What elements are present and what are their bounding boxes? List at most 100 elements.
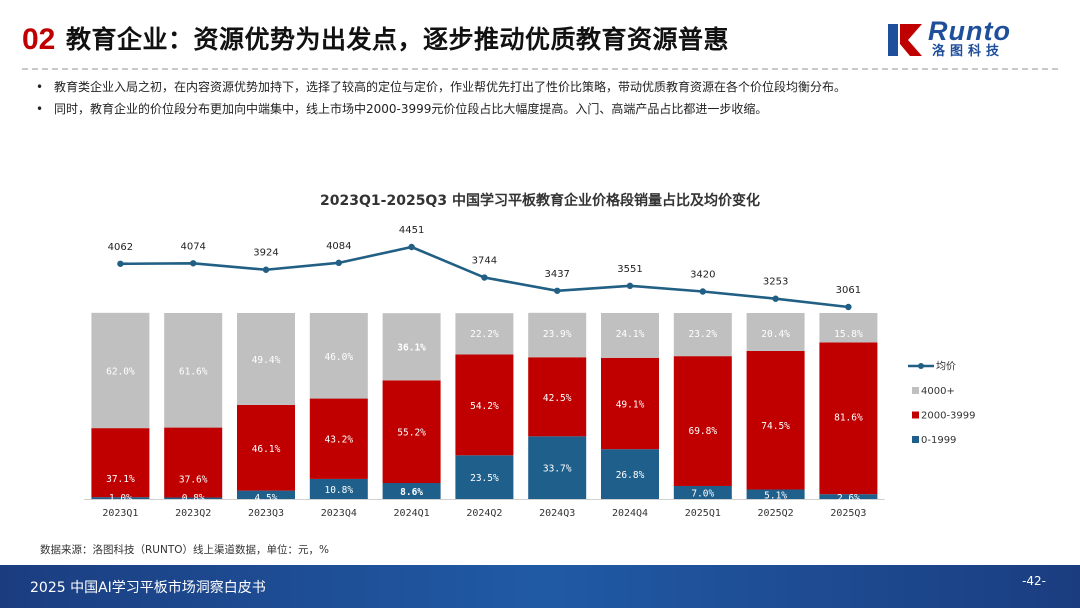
data-label-2000-3999: 46.1% — [252, 444, 281, 455]
bullet-text: 同时，教育企业的价位段分布更加向中端集中，线上市场中2000-3999元价位段占… — [54, 102, 768, 116]
legend-label: 均价 — [936, 361, 956, 373]
x-tick-label: 2023Q4 — [321, 508, 357, 519]
data-label-4000: 22.2% — [470, 329, 499, 340]
bar-0-1999-2024Q3 — [528, 436, 587, 499]
avg-price-point — [408, 243, 415, 251]
bullet-dot: • — [36, 80, 44, 94]
legend-label: 0-1999 — [921, 435, 956, 446]
x-tick-label: 2024Q2 — [466, 508, 502, 519]
data-label-0-1999: 1.0% — [109, 493, 132, 504]
bar-2000-3999-2024Q1 — [382, 380, 441, 484]
data-label-0-1999: 2.6% — [837, 493, 860, 504]
bar-2000-3999-2025Q3 — [819, 342, 878, 495]
bar-0-1999-2024Q2 — [455, 455, 514, 499]
bar-0-1999-2025Q1 — [673, 485, 732, 499]
bar-4000+-2023Q3 — [237, 313, 295, 405]
price-segment-chart: 2023Q1-2025Q3 中国学习平板教育企业价格段销量占比及均价变化 1.0%… — [84, 192, 976, 519]
legend-swatch — [912, 411, 919, 419]
bar-0-1999-2023Q4 — [309, 478, 368, 499]
avg-price-label: 3924 — [253, 248, 278, 259]
avg-price-label: 3061 — [836, 285, 861, 296]
data-label-4000: 20.4% — [761, 329, 790, 340]
avg-price-point — [335, 259, 342, 267]
avg-price-label: 3437 — [544, 269, 569, 280]
data-label-2000-3999: 43.2% — [324, 435, 353, 446]
data-label-0-1999: 7.0% — [691, 488, 714, 499]
footer-bar: 2025 中国AI学习平板市场洞察白皮书 -42- — [0, 565, 1080, 608]
x-tick-label: 2023Q1 — [102, 508, 138, 519]
avg-price-point — [554, 287, 561, 294]
x-tick-label: 2025Q3 — [830, 508, 866, 519]
x-tick-label: 2023Q3 — [248, 508, 284, 519]
bar-2000-3999-2024Q4 — [601, 357, 659, 450]
x-tick-label: 2023Q2 — [175, 508, 211, 519]
x-tick-label: 2024Q1 — [394, 508, 430, 519]
data-label-0-1999: 10.8% — [324, 485, 353, 496]
bar-0-1999-2023Q2 — [164, 497, 223, 499]
avg-price-label: 4062 — [108, 242, 133, 253]
data-label-2000-3999: 55.2% — [397, 428, 426, 439]
data-label-4000: 62.0% — [106, 367, 135, 378]
data-label-0-1999: 8.6% — [400, 487, 423, 498]
x-tick-label: 2024Q4 — [612, 508, 648, 519]
data-label-2000-3999: 37.1% — [106, 474, 135, 485]
bar-4000+-2025Q1 — [673, 313, 732, 357]
bar-0-1999-2025Q2 — [746, 489, 805, 499]
data-label-2000-3999: 69.8% — [688, 426, 717, 437]
bar-4000+-2023Q2 — [164, 313, 223, 428]
data-label-4000: 61.6% — [179, 366, 208, 377]
bar-4000+-2023Q4 — [309, 313, 368, 399]
data-label-2000-3999: 74.5% — [761, 421, 790, 432]
x-tick-label: 2025Q2 — [758, 508, 794, 519]
bar-2000-3999-2023Q3 — [237, 404, 295, 491]
footer-title: 2025 中国AI学习平板市场洞察白皮书 — [30, 580, 266, 596]
data-label-2000-3999: 37.6% — [179, 475, 208, 486]
legend-label: 4000+ — [921, 386, 955, 397]
runto-logo-icon — [888, 24, 922, 56]
legend-label: 2000-3999 — [921, 411, 976, 422]
data-label-0-1999: 23.5% — [470, 473, 499, 484]
data-label-0-1999: 5.1% — [764, 490, 787, 501]
avg-price-label: 4084 — [326, 241, 351, 252]
avg-price-point — [190, 260, 197, 267]
bar-0-1999-2024Q4 — [601, 449, 659, 499]
bar-0-1999-2023Q3 — [237, 490, 295, 499]
bar-0-1999-2023Q1 — [91, 497, 150, 499]
bar-0-1999-2024Q1 — [382, 483, 441, 499]
avg-price-point — [481, 274, 488, 281]
avg-price-label: 4074 — [180, 241, 205, 252]
data-label-4000: 36.1% — [397, 343, 426, 354]
data-label-4000: 15.8% — [834, 329, 863, 340]
data-label-4000: 23.2% — [688, 329, 717, 340]
bar-4000+-2025Q3 — [819, 313, 878, 343]
avg-price-label: 3253 — [763, 277, 788, 288]
bar-4000+-2024Q2 — [455, 313, 514, 355]
bar-2000-3999-2025Q2 — [746, 350, 805, 490]
data-label-4000: 23.9% — [543, 329, 572, 340]
section-number: 02 — [22, 23, 56, 56]
legend-line-marker — [918, 363, 924, 369]
data-label-0-1999: 26.8% — [616, 470, 645, 481]
bullet-text: 教育类企业入局之初，在内容资源优势加持下，选择了较高的定位与定价，作业帮优先打出… — [54, 80, 847, 94]
bar-2000-3999-2024Q2 — [455, 354, 514, 456]
bar-2000-3999-2024Q3 — [528, 357, 587, 437]
x-tick-label: 2024Q3 — [539, 508, 575, 519]
data-label-0-1999: 33.7% — [543, 464, 572, 475]
bullet-list: • 教育类企业入局之初，在内容资源优势加持下，选择了较高的定位与定价，作业帮优先打… — [34, 76, 1054, 120]
avg-price-label: 3744 — [472, 256, 497, 267]
data-label-2000-3999: 81.6% — [834, 412, 863, 423]
data-label-0-1999: 0.8% — [182, 493, 205, 504]
avg-price-point — [626, 282, 634, 290]
bar-2000-3999-2023Q2 — [164, 427, 223, 498]
legend-swatch — [912, 387, 919, 394]
bar-4000+-2025Q2 — [746, 313, 805, 351]
chart-title: 2023Q1-2025Q3 中国学习平板教育企业价格段销量占比及均价变化 — [320, 192, 760, 209]
page-title: 教育企业：资源优势为出发点，逐步推动优质教育资源普惠 — [66, 25, 730, 54]
bar-0-1999-2025Q3 — [819, 494, 878, 499]
page-number: -42- — [1022, 574, 1046, 588]
bar-2000-3999-2023Q4 — [309, 398, 368, 479]
avg-price-point — [772, 295, 779, 302]
avg-price-point — [262, 266, 270, 273]
bar-4000+-2024Q4 — [601, 313, 659, 358]
data-label-4000: 49.4% — [252, 355, 281, 366]
